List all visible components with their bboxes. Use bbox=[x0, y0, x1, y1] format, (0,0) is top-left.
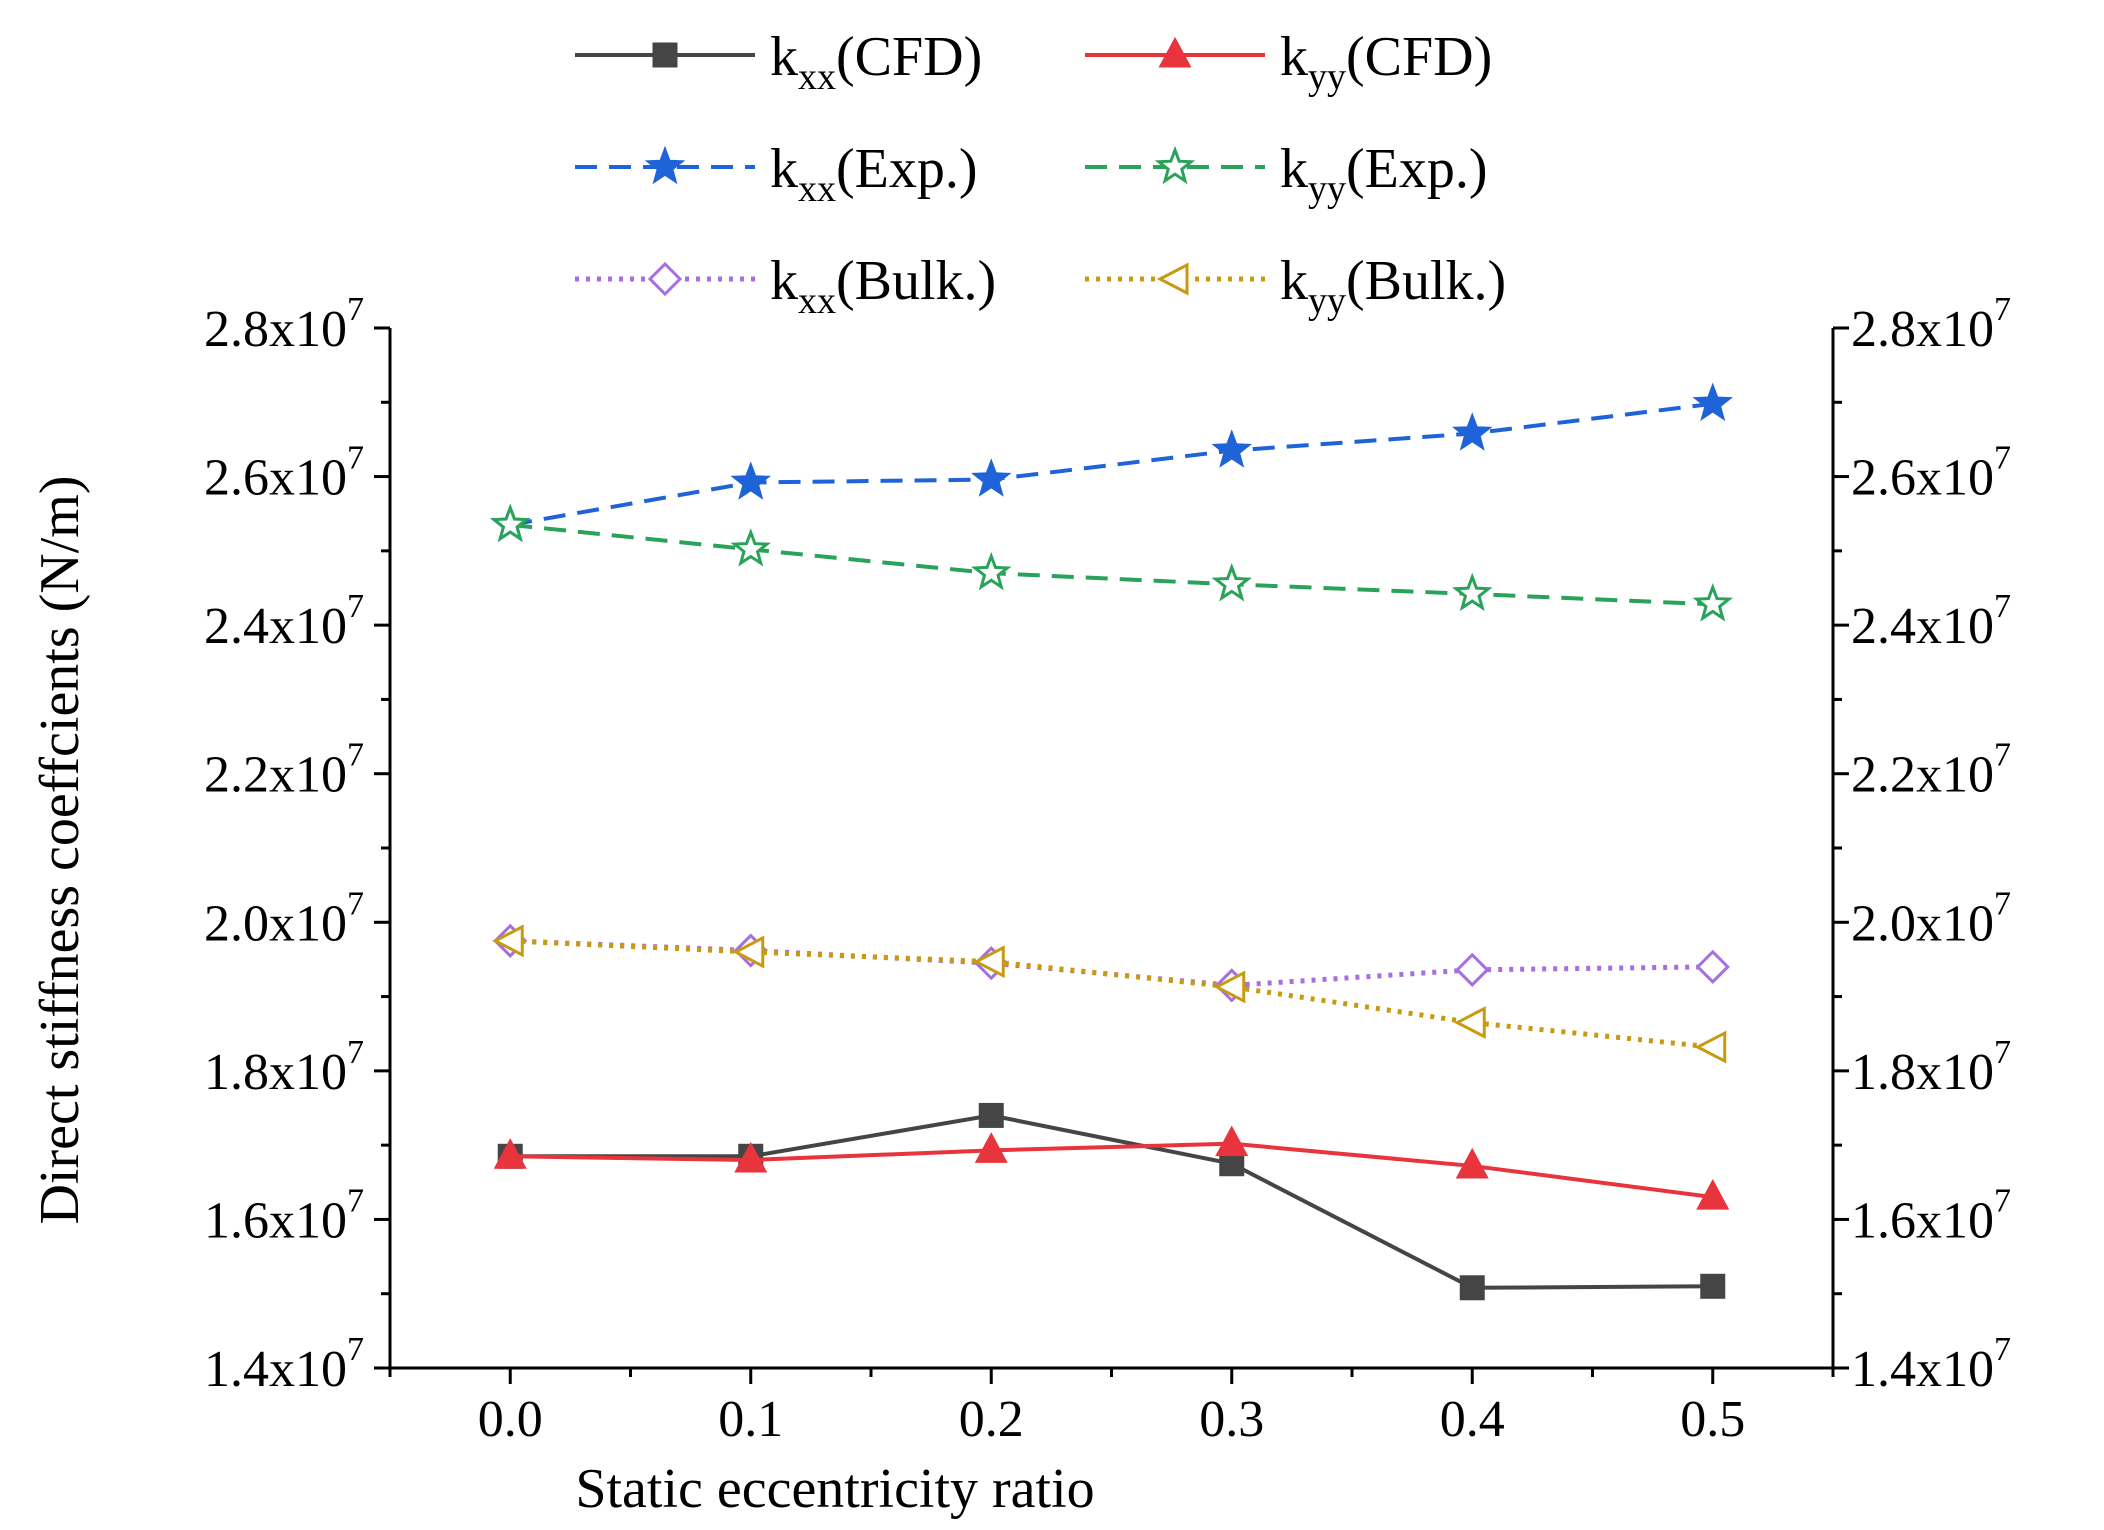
y-tick-label-left: 1.6x107 bbox=[204, 1182, 364, 1249]
data-point-kyy-cfd bbox=[734, 1141, 768, 1173]
y-tick-label-left: 2.6x107 bbox=[204, 440, 364, 507]
series-line-kyy-bulk bbox=[510, 938, 1714, 1050]
series-line-kxx-exp bbox=[509, 401, 1713, 527]
y-tick-label-right: 2.2x107 bbox=[1851, 737, 2011, 804]
y-tick-label-left: 1.4x107 bbox=[204, 1331, 364, 1398]
y-axis-label: Direct stiffness coeffcients (N/m) bbox=[29, 475, 91, 1224]
series-kyy-bulk bbox=[491, 924, 1727, 1064]
series-line-kyy-cfd bbox=[510, 1141, 1714, 1200]
legend-marker-kxx-cfd bbox=[652, 42, 678, 68]
legend-label-kyy-cfd: kyy(CFD) bbox=[1280, 26, 1492, 98]
legend-label-kyy-bulk: kyy(Bulk.) bbox=[1280, 250, 1506, 322]
y-tick-label-right: 2.8x107 bbox=[1851, 291, 2011, 358]
data-point-kyy-exp bbox=[1692, 583, 1733, 622]
x-tick-label: 0.2 bbox=[959, 1391, 1024, 1448]
x-tick-label: 0.5 bbox=[1680, 1391, 1745, 1448]
data-point-kyy-bulk bbox=[972, 945, 1005, 979]
y-tick-label-right: 2.0x107 bbox=[1851, 885, 2011, 952]
legend-label-kyy-exp: kyy(Exp.) bbox=[1280, 138, 1488, 210]
legend-marker-kyy-exp bbox=[1154, 145, 1196, 185]
data-point-kxx-bulk bbox=[1695, 949, 1730, 984]
data-point-kxx-cfd bbox=[978, 1102, 1004, 1128]
x-tick-label: 0.0 bbox=[478, 1391, 543, 1448]
data-point-kyy-exp bbox=[1211, 563, 1252, 602]
series-kxx-bulk bbox=[493, 923, 1730, 1003]
legend-item-kyy-cfd: kyy(CFD) bbox=[1085, 26, 1492, 98]
data-point-kyy-bulk bbox=[491, 924, 524, 958]
data-point-kxx-exp bbox=[1211, 429, 1252, 468]
x-tick-label: 0.4 bbox=[1440, 1391, 1505, 1448]
x-tick-label: 0.1 bbox=[718, 1391, 783, 1448]
data-point-kxx-exp bbox=[730, 461, 771, 500]
series-kxx-cfd bbox=[497, 1102, 1726, 1301]
y-tick-label-right: 2.6x107 bbox=[1851, 440, 2011, 507]
legend: kxx(CFD) kyy(CFD) kxx(Exp.) kyy(Exp.) kxx(Bu… bbox=[575, 26, 1506, 322]
legend-marker-kyy-bulk bbox=[1156, 262, 1189, 296]
y-tick-label-right: 1.6x107 bbox=[1851, 1182, 2011, 1249]
y-tick-label-left: 2.4x107 bbox=[204, 588, 364, 655]
data-point-kyy-exp bbox=[971, 551, 1012, 591]
series-line-kxx-bulk bbox=[510, 938, 1713, 988]
legend-marker-kyy-cfd bbox=[1158, 36, 1192, 68]
y-tick-label-right: 1.8x107 bbox=[1851, 1034, 2011, 1101]
y-tick-label-right: 1.4x107 bbox=[1851, 1331, 2011, 1398]
data-point-kyy-cfd bbox=[1696, 1178, 1730, 1210]
data-point-kyy-cfd bbox=[493, 1138, 527, 1169]
series-line-kxx-cfd bbox=[510, 1113, 1713, 1290]
x-tick-label: 0.3 bbox=[1199, 1391, 1264, 1448]
legend-item-kxx-cfd: kxx(CFD) bbox=[575, 26, 982, 98]
legend-item-kxx-bulk: kxx(Bulk.) bbox=[575, 250, 996, 322]
axes: 0.0 0.1 0.2 0.3 0.4 0.5 1.4x107 1.4x107 1.6x107 1… bbox=[204, 291, 2011, 1448]
x-axis-label: Static eccentricity ratio bbox=[575, 1458, 1094, 1520]
axis-labels: Static eccentricity ratio Direct stiffne… bbox=[29, 475, 1095, 1520]
data-point-kxx-exp bbox=[1692, 382, 1733, 421]
legend-item-kxx-exp: kxx(Exp.) bbox=[575, 138, 978, 210]
plot-area bbox=[490, 382, 1733, 1301]
legend-item-kyy-exp: kyy(Exp.) bbox=[1085, 138, 1488, 210]
data-point-kxx-exp bbox=[971, 458, 1012, 497]
data-point-kyy-exp bbox=[1452, 572, 1493, 612]
y-tick-label-left: 2.0x107 bbox=[204, 885, 364, 952]
data-point-kyy-exp bbox=[730, 528, 771, 567]
data-point-kxx-exp bbox=[1452, 412, 1493, 451]
series-kyy-exp bbox=[490, 503, 1733, 622]
y-tick-label-left: 2.8x107 bbox=[204, 291, 364, 358]
data-point-kyy-bulk bbox=[1453, 1006, 1486, 1040]
data-point-kyy-exp bbox=[490, 503, 531, 543]
legend-item-kyy-bulk: kyy(Bulk.) bbox=[1085, 250, 1506, 322]
data-point-kxx-bulk bbox=[1455, 952, 1490, 987]
data-point-kyy-bulk bbox=[1213, 970, 1246, 1004]
data-point-kxx-cfd bbox=[1700, 1273, 1726, 1299]
legend-marker-kxx-exp bbox=[644, 145, 686, 185]
legend-marker-kxx-bulk bbox=[647, 261, 683, 297]
series-kxx-exp bbox=[490, 382, 1733, 543]
legend-label-kxx-exp: kxx(Exp.) bbox=[770, 138, 978, 210]
data-point-kyy-cfd bbox=[1455, 1147, 1489, 1179]
legend-label-kxx-cfd: kxx(CFD) bbox=[770, 26, 982, 98]
data-point-kyy-bulk bbox=[1694, 1030, 1727, 1064]
data-point-kyy-cfd bbox=[1215, 1125, 1249, 1157]
y-tick-label-left: 2.2x107 bbox=[204, 737, 364, 804]
series-kyy-cfd bbox=[493, 1125, 1730, 1210]
legend-label-kxx-bulk: kxx(Bulk.) bbox=[770, 250, 996, 322]
data-point-kyy-cfd bbox=[974, 1132, 1008, 1163]
y-tick-label-right: 2.4x107 bbox=[1851, 588, 2011, 655]
series-line-kyy-exp bbox=[510, 522, 1713, 607]
y-tick-label-left: 1.8x107 bbox=[204, 1034, 364, 1101]
data-point-kyy-bulk bbox=[732, 935, 765, 969]
data-point-kxx-cfd bbox=[1459, 1275, 1485, 1301]
